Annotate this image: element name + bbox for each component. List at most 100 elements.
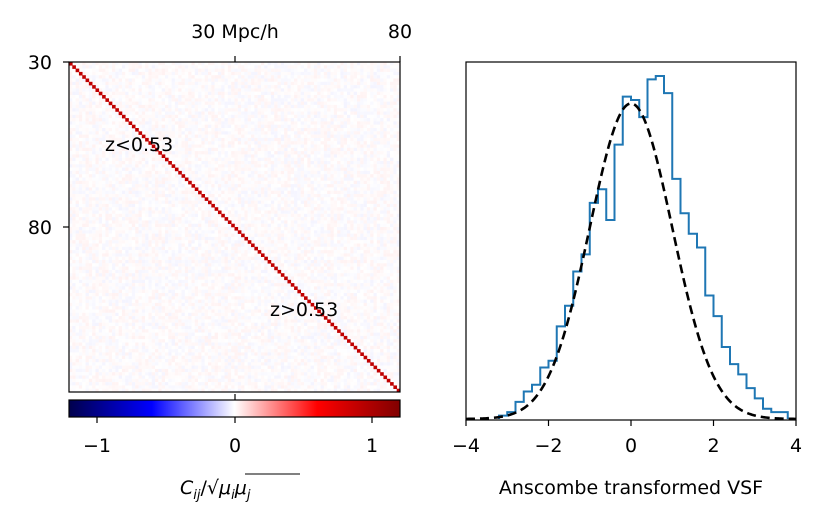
heatmap-cell	[287, 184, 291, 188]
heatmap-cell	[227, 91, 232, 96]
heatmap-cell	[340, 180, 344, 185]
heatmap-cell	[214, 134, 218, 138]
heatmap-cell	[390, 114, 394, 119]
heatmap-cell	[204, 177, 209, 181]
heatmap-cell	[380, 101, 384, 105]
heatmap-cell	[254, 128, 258, 132]
heatmap-cell	[320, 154, 324, 158]
heatmap-cell	[313, 131, 318, 135]
heatmap-cell	[353, 170, 358, 175]
heatmap-cell	[214, 62, 218, 66]
heatmap-cell	[201, 98, 205, 102]
heatmap-cell	[224, 167, 228, 171]
heatmap-cell	[323, 91, 328, 96]
heatmap-cell	[72, 154, 76, 158]
heatmap-cell	[174, 154, 179, 158]
heatmap-cell	[347, 101, 351, 105]
heatmap-cell	[221, 154, 225, 158]
heatmap-cell	[108, 141, 113, 145]
heatmap-cell	[274, 121, 278, 125]
heatmap-cell	[300, 203, 305, 208]
heatmap-cell	[69, 68, 73, 72]
heatmap-cell	[386, 141, 391, 145]
heatmap-cell	[337, 164, 341, 168]
heatmap-cell	[390, 157, 394, 162]
heatmap-cell	[171, 147, 175, 152]
heatmap-cell	[320, 137, 324, 142]
heatmap-cell	[158, 213, 162, 218]
heatmap-cell	[390, 78, 394, 82]
heatmap-cell	[208, 121, 212, 125]
heatmap-cell	[112, 167, 116, 171]
heatmap-cell	[264, 154, 268, 158]
heatmap-cell	[151, 190, 156, 195]
heatmap-cell	[300, 200, 305, 204]
heatmap-cell	[304, 184, 308, 188]
heatmap-cell	[310, 121, 314, 125]
heatmap-cell	[231, 104, 235, 109]
heatmap-cell	[396, 223, 401, 228]
heatmap-cell	[300, 131, 305, 135]
heatmap-cell	[72, 95, 76, 99]
heatmap-cell	[327, 104, 331, 109]
heatmap-cell	[131, 144, 136, 148]
heatmap-cell	[347, 68, 351, 72]
heatmap-cell	[118, 170, 123, 175]
heatmap-cell	[393, 144, 397, 148]
heatmap-cell	[194, 194, 199, 198]
heatmap-cell	[214, 151, 218, 155]
heatmap-cell	[184, 75, 189, 79]
heatmap-cell	[373, 88, 377, 92]
heatmap-cell	[184, 98, 189, 102]
heatmap-cell	[343, 157, 348, 162]
heatmap-cell	[260, 174, 265, 178]
heatmap-cell	[297, 170, 301, 175]
heatmap-cell	[267, 200, 271, 204]
heatmap-cell	[72, 91, 76, 96]
heatmap-cell	[138, 157, 142, 162]
heatmap-cell	[102, 203, 106, 208]
heatmap-cell	[115, 213, 119, 218]
heatmap-cell	[95, 98, 99, 102]
heatmap-cell	[290, 207, 295, 211]
heatmap-cell	[310, 85, 314, 89]
heatmap-cell	[241, 210, 245, 214]
heatmap-cell	[274, 177, 278, 181]
heatmap-cell	[191, 95, 195, 99]
heatmap-cell	[141, 174, 146, 178]
heatmap-cell	[353, 194, 358, 198]
heatmap-cell	[174, 141, 179, 145]
heatmap-cell	[254, 88, 258, 92]
heatmap-cell	[277, 174, 281, 178]
heatmap-cell	[131, 220, 136, 224]
heatmap-cell	[204, 144, 209, 148]
heatmap-cell	[277, 200, 281, 204]
heatmap-cell	[307, 128, 311, 132]
heatmap-cell	[214, 190, 218, 195]
heatmap-cell	[217, 134, 222, 138]
heatmap-cell	[78, 147, 83, 152]
heatmap-cell	[158, 187, 162, 191]
heatmap-cell	[72, 124, 76, 129]
heatmap-cell	[290, 190, 295, 195]
heatmap-cell	[184, 137, 189, 142]
heatmap-cell	[208, 118, 212, 122]
heatmap-cell	[92, 78, 96, 82]
heatmap-cell	[138, 124, 142, 129]
heatmap-cell	[98, 180, 103, 185]
heatmap-cell	[373, 65, 377, 69]
heatmap-cell	[121, 217, 126, 221]
heatmap-cell	[350, 98, 354, 102]
heatmap-cell	[237, 91, 242, 96]
heatmap-cell	[227, 78, 232, 82]
heatmap-cell	[347, 217, 351, 221]
heatmap-cell	[178, 203, 182, 208]
heatmap-cell	[347, 141, 351, 145]
heatmap-cell	[128, 108, 132, 112]
heatmap-cell	[366, 174, 371, 178]
heatmap-cell	[135, 220, 139, 224]
heatmap-cell	[164, 137, 169, 142]
heatmap-cell	[85, 203, 89, 208]
heatmap-cell	[118, 81, 123, 86]
heatmap-cell	[224, 220, 228, 224]
